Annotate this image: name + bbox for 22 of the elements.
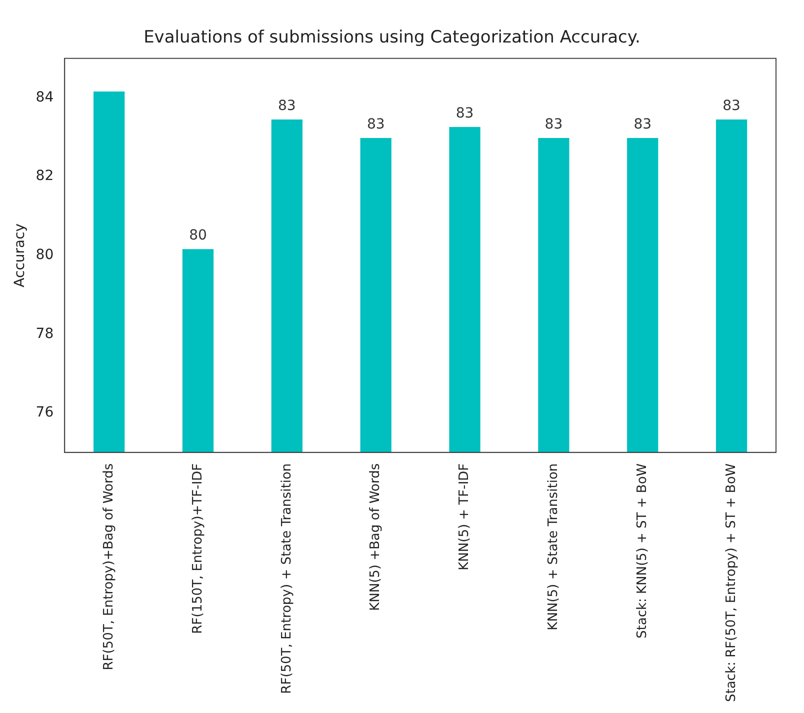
y-tick-label: 76 [36,404,54,421]
x-tick-label: RF(150T, Entropy)+TF-IDF [190,463,206,634]
data-label: 83 [278,98,296,114]
data-label: 83 [634,116,652,133]
x-tick-label: Stack: KNN(5) + ST + BoW [634,463,650,638]
data-label: 83 [456,106,474,122]
x-tick-label: KNN(5) +Bag of Words [368,463,384,611]
y-axis-title: Accuracy [12,223,28,288]
y-tick-label: 84 [36,89,54,106]
x-tick-label: RF(50T, Entropy)+Bag of Words [101,463,116,670]
data-label: 83 [722,98,740,114]
data-label: 83 [366,116,385,133]
data-label: 80 [189,228,207,244]
y-tick-label: 80 [36,247,54,264]
chart-title: Evaluations of submissions using Categorization Accuracy. [144,28,640,48]
x-tick-label: RF(50T, Entropy) + State Transition [279,463,294,694]
x-tick-label: KNN(5) + State Transition [546,463,562,630]
data-label: 83 [544,116,563,133]
x-tick-label: Stack: RF(50T, Entropy) + ST + BoW [724,463,739,702]
y-tick-label: 82 [36,168,54,184]
y-tick-label: 78 [36,326,54,342]
x-tick-label: KNN(5) + TF-IDF [457,463,472,570]
